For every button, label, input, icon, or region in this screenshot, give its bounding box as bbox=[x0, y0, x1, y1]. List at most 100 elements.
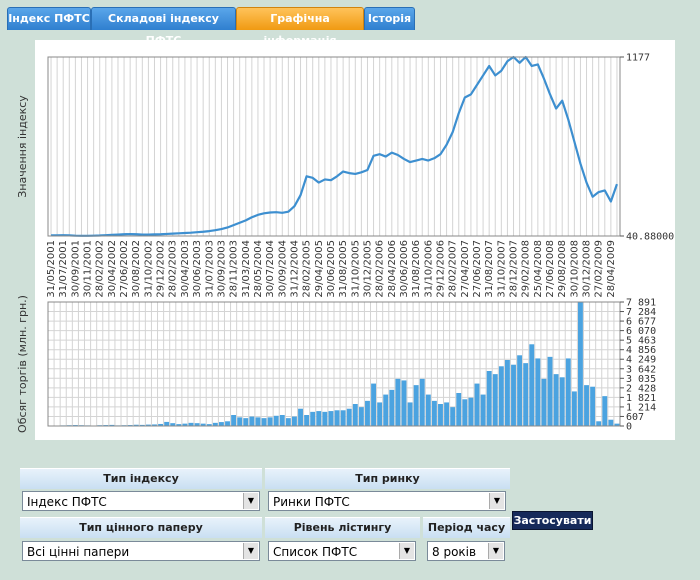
tab[interactable]: Складові індексу ПФТС bbox=[91, 7, 236, 47]
x-tick-label: 28/02/2006 bbox=[375, 240, 386, 298]
x-tick-label: 28/04/2009 bbox=[606, 240, 617, 298]
bar bbox=[431, 400, 437, 426]
x-tick-label: 27/04/2007 bbox=[460, 240, 471, 298]
x-tick-label: 31/08/2007 bbox=[484, 240, 495, 298]
x-tick-label: 25/04/2008 bbox=[533, 240, 544, 298]
select-arrow: ▼ bbox=[399, 543, 414, 559]
x-tick-label: 28/04/2006 bbox=[387, 240, 398, 298]
select-arrow: ▼ bbox=[243, 493, 258, 509]
x-tick-label: 30/09/2001 bbox=[70, 240, 81, 298]
select-value: Всі цінні папери bbox=[27, 545, 130, 559]
y-tick-label: 1 821 bbox=[626, 393, 656, 404]
bar bbox=[389, 389, 395, 426]
bar bbox=[273, 415, 279, 426]
bar bbox=[139, 424, 145, 426]
bar bbox=[358, 407, 364, 426]
tab[interactable]: Історія bbox=[364, 7, 415, 30]
bar bbox=[571, 391, 577, 426]
bar bbox=[200, 423, 206, 426]
bar bbox=[474, 383, 480, 426]
x-tick-label: 28/02/2007 bbox=[448, 240, 459, 298]
x-tick-label: 31/10/2007 bbox=[496, 240, 507, 298]
x-tick-label: 29/12/2006 bbox=[435, 240, 446, 298]
y-tick-label: 5 463 bbox=[626, 336, 656, 347]
x-tick-label: 27/06/2008 bbox=[545, 240, 556, 298]
bar bbox=[596, 421, 602, 426]
y-tick-label: 3 035 bbox=[626, 374, 656, 385]
bar bbox=[322, 411, 328, 426]
plot-border bbox=[47, 56, 621, 237]
bar bbox=[517, 355, 523, 426]
y-tick-label: 6 070 bbox=[626, 326, 656, 337]
bar bbox=[249, 416, 255, 426]
y-tick-label: 0 bbox=[626, 422, 632, 433]
bar bbox=[401, 380, 407, 426]
select[interactable]: Ринки ПФТС ▼ bbox=[268, 491, 506, 511]
plot-border bbox=[47, 301, 621, 427]
y-tick-label: 1 214 bbox=[626, 402, 656, 413]
bar bbox=[584, 385, 589, 426]
x-tick-label: 28/12/2007 bbox=[509, 240, 520, 298]
x-tick-label: 30/09/2003 bbox=[216, 240, 227, 298]
x-tick-label: 28/02/2003 bbox=[168, 240, 179, 298]
bar bbox=[310, 411, 316, 426]
bar bbox=[188, 422, 194, 426]
select[interactable]: Індекс ПФТС ▼ bbox=[22, 491, 260, 511]
x-tick-label: 31/08/2006 bbox=[411, 240, 422, 298]
bar bbox=[529, 344, 535, 426]
bar bbox=[523, 363, 529, 426]
field-header: Тип цінного паперу bbox=[20, 517, 262, 538]
apply-button[interactable]: Застосувати bbox=[512, 511, 593, 530]
x-tick-label: 30/04/2003 bbox=[180, 240, 191, 298]
bar bbox=[158, 423, 164, 426]
y-axis-label: Значення індексу bbox=[16, 95, 29, 198]
bar bbox=[109, 424, 115, 426]
bar bbox=[212, 422, 218, 426]
bar bbox=[614, 423, 620, 426]
bar bbox=[444, 402, 450, 426]
bar bbox=[486, 371, 492, 426]
x-tick-label: 30/08/2002 bbox=[131, 240, 142, 298]
x-tick-label: 30/06/2005 bbox=[326, 240, 337, 298]
x-tick-label: 30/07/2004 bbox=[265, 240, 276, 298]
bar bbox=[438, 404, 443, 426]
select[interactable]: Список ПФТС ▼ bbox=[268, 541, 416, 561]
bar bbox=[462, 399, 468, 426]
y-axis-label: Обсяг торгів (млн. грн.) bbox=[16, 295, 29, 433]
bar bbox=[237, 417, 243, 426]
y-tick-label: 2 428 bbox=[626, 383, 656, 394]
y-tick-label: 4 249 bbox=[626, 355, 656, 366]
select[interactable]: Всі цінні папери ▼ bbox=[22, 541, 260, 561]
field-header: Період часу bbox=[423, 517, 510, 538]
x-tick-label: 31/10/2005 bbox=[350, 240, 361, 298]
bar bbox=[133, 424, 139, 426]
x-tick-label: 30/06/2006 bbox=[399, 240, 410, 298]
bar bbox=[553, 374, 559, 426]
bar bbox=[328, 411, 334, 426]
bar bbox=[559, 377, 565, 426]
bar bbox=[468, 397, 474, 426]
bar bbox=[255, 417, 261, 426]
select-arrow: ▼ bbox=[489, 493, 504, 509]
bar bbox=[267, 417, 273, 426]
bar bbox=[231, 415, 237, 426]
y-tick-label: 3 642 bbox=[626, 364, 656, 375]
x-tick-label: 30/09/2004 bbox=[277, 240, 288, 298]
bar bbox=[279, 415, 285, 426]
tab[interactable]: Індекс ПФТС bbox=[7, 7, 91, 30]
select-arrow: ▼ bbox=[243, 543, 258, 559]
tab-active[interactable]: Графічна інформація bbox=[236, 7, 364, 47]
x-tick-label: 31/03/2004 bbox=[241, 240, 252, 298]
field-header: Тип індексу bbox=[20, 468, 262, 489]
y-tick-label: 4 856 bbox=[626, 345, 656, 356]
bar bbox=[590, 386, 596, 426]
select[interactable]: 8 років ▼ bbox=[427, 541, 505, 561]
x-tick-label: 31/08/2005 bbox=[338, 240, 349, 298]
x-tick-label: 29/02/2008 bbox=[521, 240, 532, 298]
x-tick-label: 30/12/2008 bbox=[582, 240, 593, 298]
bar bbox=[456, 393, 462, 426]
bar bbox=[182, 423, 188, 426]
bar bbox=[206, 424, 212, 426]
select-value: Список ПФТС bbox=[273, 545, 358, 559]
